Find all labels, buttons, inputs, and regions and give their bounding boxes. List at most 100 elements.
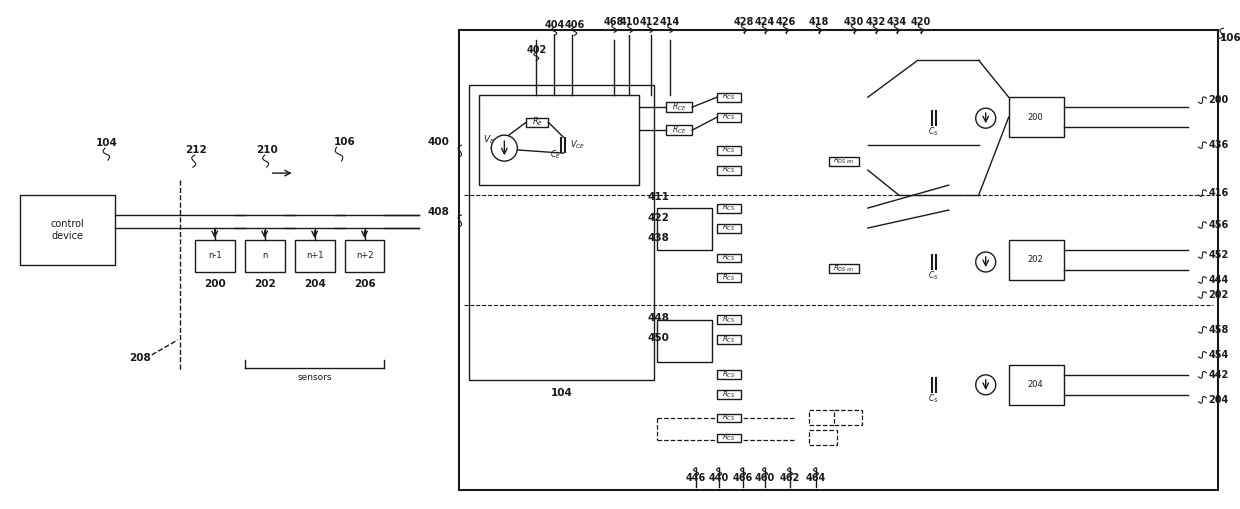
Text: 406: 406 [564, 20, 584, 31]
Circle shape [976, 375, 996, 395]
Text: $R_{DS\ on}$: $R_{DS\ on}$ [833, 264, 854, 274]
Text: 208: 208 [129, 353, 151, 363]
Text: 438: 438 [647, 233, 670, 243]
Text: $R_{CS}$: $R_{CS}$ [723, 370, 735, 380]
Text: 420: 420 [910, 17, 931, 27]
Text: 456: 456 [1208, 220, 1229, 230]
Bar [717, 335, 742, 345]
Text: 210: 210 [255, 145, 278, 155]
Bar [244, 240, 285, 272]
Bar [717, 146, 742, 155]
Text: 428: 428 [734, 17, 754, 27]
Bar [195, 240, 234, 272]
Text: 106: 106 [1219, 33, 1240, 43]
Bar [717, 390, 742, 400]
Text: n: n [262, 251, 268, 261]
Text: 458: 458 [1208, 325, 1229, 335]
Bar [717, 273, 742, 282]
Text: 200: 200 [1208, 95, 1229, 105]
Text: 452: 452 [1208, 250, 1229, 260]
Text: 448: 448 [647, 313, 670, 323]
Text: $R_{CS}$: $R_{CS}$ [723, 203, 735, 213]
Text: n-1: n-1 [208, 251, 222, 261]
Text: 202: 202 [254, 279, 275, 289]
Bar [828, 157, 859, 165]
Text: $R_{CS}$: $R_{CS}$ [723, 253, 735, 263]
Text: 464: 464 [806, 473, 826, 483]
Text: n+1: n+1 [306, 251, 324, 261]
Text: $V_E$: $V_E$ [484, 134, 496, 147]
Text: 400: 400 [428, 137, 449, 147]
Text: 434: 434 [887, 17, 906, 27]
Text: 402: 402 [526, 45, 547, 55]
Text: 414: 414 [660, 17, 681, 27]
Text: $R_{CS}$: $R_{CS}$ [723, 145, 735, 155]
Bar [717, 253, 742, 263]
Text: 466: 466 [733, 473, 753, 483]
Text: $R_{CS}$: $R_{CS}$ [723, 433, 735, 443]
Text: $R_E$: $R_E$ [532, 116, 543, 128]
Text: 411: 411 [647, 192, 670, 202]
Bar [1008, 240, 1064, 280]
Text: 442: 442 [1208, 370, 1229, 380]
Text: 422: 422 [647, 213, 670, 223]
Text: $R_{CS}$: $R_{CS}$ [723, 165, 735, 175]
Bar [1008, 365, 1064, 405]
Text: 204: 204 [1028, 380, 1044, 389]
Text: 454: 454 [1208, 350, 1229, 360]
Bar [20, 195, 115, 265]
Text: $R_{CS}$: $R_{CS}$ [723, 273, 735, 283]
Text: $C_E$: $C_E$ [549, 149, 560, 161]
Text: 424: 424 [755, 17, 775, 27]
Text: 104: 104 [95, 138, 118, 148]
Text: 202: 202 [1208, 290, 1229, 300]
Bar [666, 102, 692, 112]
Text: $R_{CS}$: $R_{CS}$ [723, 335, 735, 345]
Bar [828, 265, 859, 273]
Text: 436: 436 [1208, 140, 1229, 150]
Text: 450: 450 [647, 333, 670, 343]
Text: $R_{CE}$: $R_{CE}$ [672, 124, 686, 136]
Text: 444: 444 [1208, 275, 1229, 285]
Text: $C_S$: $C_S$ [929, 392, 939, 405]
Bar [717, 112, 742, 122]
Text: 432: 432 [866, 17, 887, 27]
Text: 418: 418 [808, 17, 830, 27]
Text: 468: 468 [604, 17, 625, 27]
Bar [717, 93, 742, 102]
Text: $R_{DS\ on}$: $R_{DS\ on}$ [833, 156, 854, 166]
Text: $V_{CE}$: $V_{CE}$ [570, 139, 587, 151]
Bar [657, 320, 712, 362]
Text: $R_{CS}$: $R_{CS}$ [723, 413, 735, 423]
Bar [717, 414, 742, 422]
Text: 446: 446 [686, 473, 707, 483]
Circle shape [976, 252, 996, 272]
Bar [717, 316, 742, 324]
Circle shape [491, 135, 517, 161]
Bar [480, 95, 639, 185]
Text: $R_{CS}$: $R_{CS}$ [723, 112, 735, 122]
Text: 404: 404 [544, 20, 564, 31]
Text: $C_S$: $C_S$ [929, 270, 939, 282]
Bar [459, 31, 1219, 490]
Text: 212: 212 [185, 145, 207, 155]
Text: $R_{CS}$: $R_{CS}$ [723, 390, 735, 400]
Bar [470, 85, 655, 380]
Text: 204: 204 [1208, 395, 1229, 405]
Bar [295, 240, 335, 272]
Text: $R_{CS}$: $R_{CS}$ [723, 315, 735, 325]
Text: 430: 430 [843, 17, 864, 27]
Text: 104: 104 [551, 388, 573, 398]
Bar [1008, 97, 1064, 137]
Bar [808, 430, 837, 445]
Bar [717, 223, 742, 233]
Text: $R_{CS}$: $R_{CS}$ [723, 92, 735, 102]
Text: 462: 462 [780, 473, 800, 483]
Text: 200: 200 [203, 279, 226, 289]
Text: 412: 412 [640, 17, 660, 27]
Bar [717, 204, 742, 213]
Bar [526, 118, 548, 127]
Text: $R_{CS}$: $R_{CS}$ [723, 223, 735, 233]
Bar [717, 434, 742, 442]
Text: 202: 202 [1028, 256, 1044, 265]
